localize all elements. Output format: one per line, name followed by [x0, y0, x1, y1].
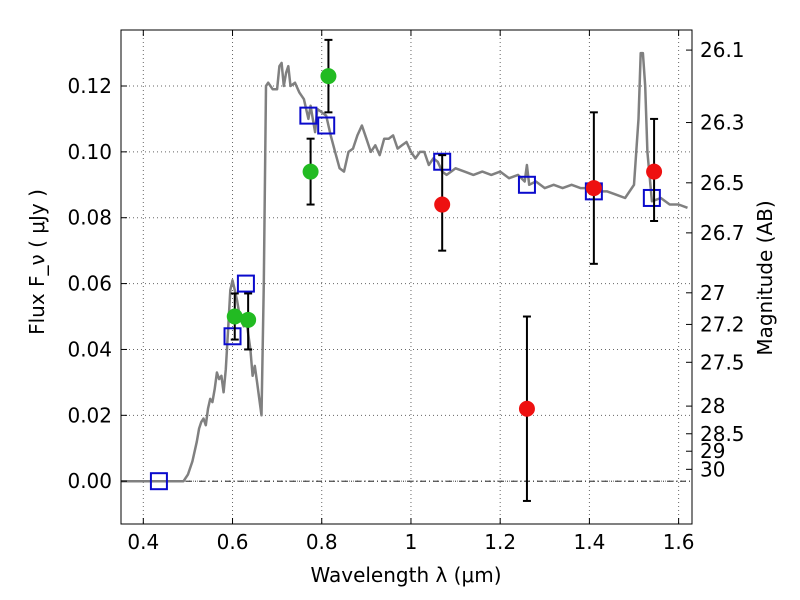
y2-tick-label: 26.7: [700, 221, 745, 245]
y2-tick-label: 26.5: [700, 171, 745, 195]
y-tick-label: 0.02: [67, 403, 112, 427]
green-data-point: [302, 163, 319, 180]
y-tick-label: 0.00: [67, 469, 112, 493]
model-square-point: [236, 274, 255, 293]
grid-lines: [121, 30, 692, 524]
model-square-point: [642, 188, 661, 207]
y2-tick-label: 26.1: [700, 38, 745, 62]
y-tick-label: 0.12: [67, 74, 112, 98]
y-axis-label: Flux F_ν ( μJy ): [25, 189, 49, 335]
y2-axis-label: Magnitude (AB): [753, 200, 777, 355]
x-tick-label: 0.6: [217, 530, 249, 554]
y2-tick-label: 27.2: [700, 312, 745, 336]
model-square-point: [299, 106, 318, 125]
model-square-point: [517, 175, 536, 194]
y2-tick-label: 30: [700, 457, 725, 481]
x-tick-label: 1.2: [484, 530, 516, 554]
x-tick-label: 1.4: [573, 530, 605, 554]
x-axis-label: Wavelength λ (μm): [310, 563, 501, 587]
x-tick-label: 0.8: [306, 530, 338, 554]
green-data-point: [320, 68, 337, 85]
model-square-point: [149, 472, 168, 491]
y2-tick-label: 28: [700, 394, 725, 418]
green-data-point: [226, 308, 243, 325]
y-tick-label: 0.10: [67, 140, 112, 164]
y2-tick-label: 28.5: [700, 422, 745, 446]
red-data-point: [434, 196, 451, 213]
y2-tick-label: 29: [700, 439, 725, 463]
y2-tick-label: 27.5: [700, 350, 745, 374]
x-tick-label: 0.4: [127, 530, 159, 554]
axes: 0.4 0.6 0.8 1 1.2 1.4 1.6 0.00 0.02 0.04 0.06 0.08 0…: [67, 30, 745, 554]
plot-data: [121, 38, 688, 502]
red-data-point: [585, 180, 602, 197]
y-tick-label: 0.08: [67, 206, 112, 230]
model-spectrum-line: [121, 51, 688, 483]
y-tick-label: 0.04: [67, 337, 112, 361]
model-square-point: [223, 327, 242, 346]
red-data-point: [646, 163, 663, 180]
green-data-point: [240, 311, 257, 328]
x-tick-label: 1: [405, 530, 418, 554]
model-square-point: [317, 116, 336, 135]
y2-tick-label: 27: [700, 281, 725, 305]
plot-frame: [120, 29, 693, 525]
y-tick-label: 0.06: [67, 272, 112, 296]
x-tick-label: 1.6: [663, 530, 695, 554]
y2-tick-label: 26.3: [700, 111, 745, 135]
red-data-point: [518, 400, 535, 417]
